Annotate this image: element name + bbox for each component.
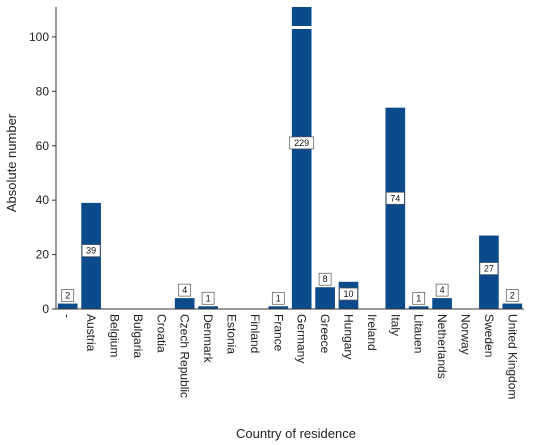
data-label: 10 (343, 289, 353, 299)
data-label-box (339, 287, 358, 301)
bar-united-kingdom (502, 303, 523, 309)
y-tick-label: 20 (36, 248, 50, 262)
bar-italy (385, 107, 406, 310)
x-tick-label: Norway (459, 314, 473, 355)
data-label: 2 (510, 291, 515, 301)
x-tick-label: Ireland (365, 314, 379, 351)
data-label: 8 (323, 274, 328, 284)
data-label-box (435, 283, 449, 297)
data-label: 229 (294, 138, 309, 148)
data-label: 1 (276, 293, 281, 303)
x-tick-label: Litauen (412, 314, 426, 353)
y-tick-label: 60 (36, 139, 50, 153)
bar-greece (315, 287, 335, 309)
data-label: 1 (206, 293, 211, 303)
bars-group: 2 39 4 1 1 229 8 10 74 1 4 27 2 (57, 7, 523, 310)
x-tick-label: Austria (84, 314, 98, 352)
x-tick-label: - (61, 314, 75, 318)
y-axis-title: Absolute number (4, 113, 19, 212)
x-tick-label: Germany (295, 314, 309, 363)
data-label-box (81, 244, 101, 257)
data-label: 4 (440, 285, 445, 295)
bar-germany (291, 7, 312, 309)
x-tick-label: Finland (248, 314, 262, 353)
x-tick-label: Estonia (225, 314, 239, 354)
x-tick-label: France (271, 314, 285, 352)
x-tick-label: Italy (388, 314, 402, 336)
x-tick-label: Greece (318, 314, 332, 354)
x-tick-label: Czech Republic (178, 314, 192, 398)
data-label-box (178, 283, 192, 297)
bar-denmark (198, 306, 218, 309)
data-label-box (385, 191, 405, 205)
y-axis: 0 20 40 60 80 100 (29, 7, 57, 316)
x-tick-label: Croatia (154, 314, 168, 353)
data-label-box (61, 289, 75, 302)
x-axis-title: Country of residence (236, 426, 356, 441)
data-label: 27 (484, 264, 494, 274)
bar-litauen (408, 306, 429, 309)
data-label: 74 (390, 193, 400, 203)
x-tick-label: Hungary (342, 314, 356, 359)
bar-france (268, 306, 289, 309)
y-tick-label: 80 (36, 84, 50, 98)
y-tick-label: 40 (36, 193, 50, 207)
data-label-box (201, 291, 215, 305)
x-tick-label: Belgium (108, 314, 122, 357)
x-tick-label: Sweden (482, 314, 496, 357)
x-axis: - Austria Belgium Bulgaria Croatia Czech Repu… (56, 308, 524, 399)
axis-break-mark (290, 26, 313, 29)
data-label: 2 (65, 291, 70, 301)
data-label-box (412, 291, 426, 305)
y-tick-label: 0 (42, 302, 49, 316)
bar-netherlands (432, 298, 452, 309)
x-tick-label: United Kingdom (505, 314, 519, 399)
data-label-box (479, 262, 499, 275)
bar-- (57, 303, 78, 309)
x-tick-label: Denmark (201, 314, 215, 364)
data-label: 39 (86, 246, 96, 256)
x-tick-label: Netherlands (435, 314, 449, 379)
data-label-box (289, 136, 315, 150)
data-label-box (505, 289, 519, 302)
data-label-box (271, 291, 285, 305)
data-label: 1 (416, 293, 421, 303)
x-tick-label: Bulgaria (131, 314, 145, 358)
y-tick-label: 100 (29, 30, 49, 44)
data-label: 4 (182, 285, 187, 295)
data-label-box (318, 272, 332, 286)
bar-czech-republic (174, 298, 195, 309)
